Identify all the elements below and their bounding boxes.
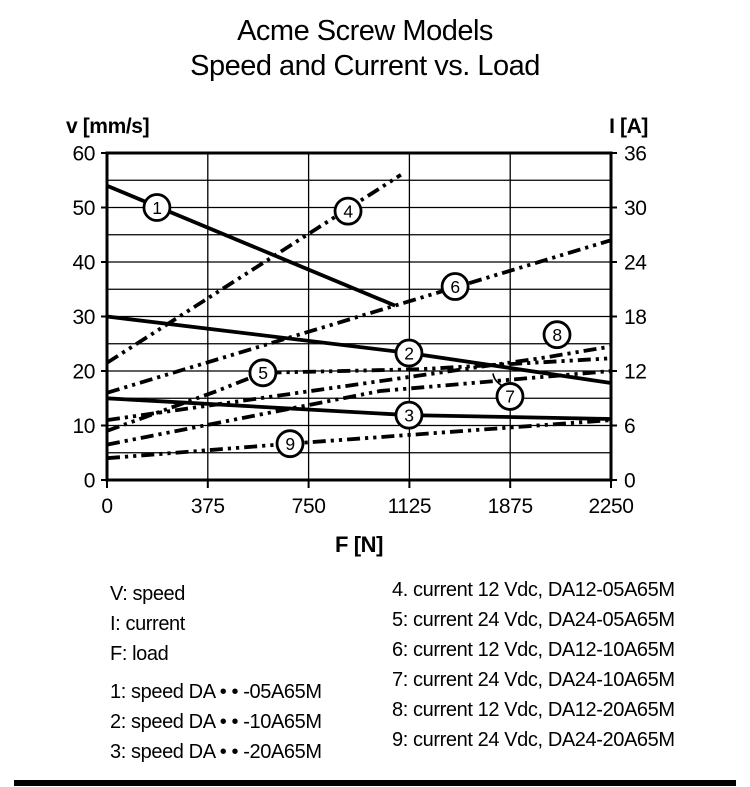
series-line-4 — [105, 173, 402, 365]
legend-item-current: 9: current 24 Vdc, DA24-20A65M — [392, 729, 675, 751]
series-line-8 — [106, 344, 612, 422]
bottom-border-bar — [14, 780, 736, 786]
series-marker-label-1: 1 — [152, 198, 161, 218]
y-right-tick-label: 6 — [624, 415, 635, 438]
x-tick-label: 750 — [292, 495, 326, 518]
legend-variable-definitions: V: speed I: current F: load — [110, 579, 185, 669]
chart-title: Acme Screw Models Speed and Current vs. … — [0, 14, 730, 84]
legend-item-current: 4. current 12 Vdc, DA12-05A65M — [392, 579, 675, 601]
series-marker-label-3: 3 — [404, 405, 413, 425]
y-left-tick-label: 50 — [72, 197, 95, 220]
x-axis-title: F [N] — [335, 532, 383, 557]
series-line-7 — [106, 369, 612, 447]
legend-item-definition: F: load — [110, 643, 169, 665]
y-right-axis-title: I [A] — [609, 115, 648, 138]
chart-title-line1: Acme Screw Models — [237, 15, 493, 47]
series-line-2 — [106, 314, 612, 385]
chart-title-line2: Speed and Current vs. Load — [190, 50, 540, 82]
y-right-tick-label: 18 — [624, 306, 647, 329]
series-marker-6 — [440, 272, 470, 301]
y-right-tick-label: 0 — [624, 470, 635, 493]
series-marker-label-2: 2 — [404, 343, 413, 363]
series-marker-2 — [394, 338, 424, 368]
y-right-tick-label: 30 — [624, 197, 647, 220]
y-left-tick-label: 40 — [72, 252, 95, 275]
legend-item-current: 8: current 12 Vdc, DA12-20A65M — [392, 699, 675, 721]
y-right-tick-label: 12 — [624, 361, 647, 384]
series-marker-5 — [248, 358, 278, 388]
series-marker-label-4: 4 — [343, 201, 353, 221]
legend-item-current: 5: current 24 Vdc, DA24-05A65M — [392, 609, 675, 631]
series-marker-label-9: 9 — [285, 434, 294, 454]
series-line-6 — [106, 238, 612, 395]
series-marker-8 — [542, 320, 572, 350]
series-marker-label-7: 7 — [505, 387, 514, 407]
legend-speed-series: 1: speed DA • • -05A65M 2: speed DA • • -… — [110, 677, 322, 767]
legend-item-speed: 3: speed DA • • -20A65M — [110, 741, 322, 763]
legend-item-current: 7: current 24 Vdc, DA24-10A65M — [392, 669, 675, 691]
series-marker-3 — [394, 400, 424, 430]
y-left-tick-label: 30 — [72, 306, 95, 329]
y-left-tick-label: 0 — [84, 470, 95, 493]
series-marker-1 — [142, 193, 172, 222]
y-left-tick-label: 60 — [72, 143, 95, 166]
legend-item-speed: 2: speed DA • • -10A65M — [110, 711, 322, 733]
legend-item-current: 6: current 12 Vdc, DA12-10A65M — [392, 639, 675, 661]
y-left-tick-label: 20 — [72, 361, 95, 384]
x-tick-label: 2250 — [588, 495, 633, 518]
x-tick-label: 375 — [191, 495, 225, 518]
chart-area: 1 2 3 4 5 6 7 8 9 0 10 20 30 40 50 60 0 6 12 18 24 30 36 0 375 75… — [0, 103, 750, 565]
x-tick-label: 1875 — [488, 495, 533, 518]
x-tick-label: 1125 — [388, 495, 432, 518]
series-marker-label-8: 8 — [552, 325, 561, 345]
x-tick-label: 0 — [101, 495, 112, 518]
y-right-tick-label: 24 — [624, 252, 647, 275]
series-marker-9 — [275, 429, 305, 459]
y-right-tick-label: 36 — [624, 143, 647, 166]
legend-current-series: 4. current 12 Vdc, DA12-05A65M 5: current… — [392, 575, 675, 755]
y-left-tick-label: 10 — [72, 415, 95, 438]
legend-item-speed: 1: speed DA • • -05A65M — [110, 681, 322, 703]
series-marker-label-6: 6 — [450, 277, 459, 297]
legend-item-definition: V: speed — [110, 583, 186, 605]
series-marker-4 — [333, 196, 363, 226]
series-marker-7 — [495, 382, 525, 411]
series-marker-label-5: 5 — [258, 363, 267, 383]
y-left-axis-title: v [mm/s] — [66, 115, 149, 138]
legend-item-definition: I: current — [110, 613, 185, 635]
